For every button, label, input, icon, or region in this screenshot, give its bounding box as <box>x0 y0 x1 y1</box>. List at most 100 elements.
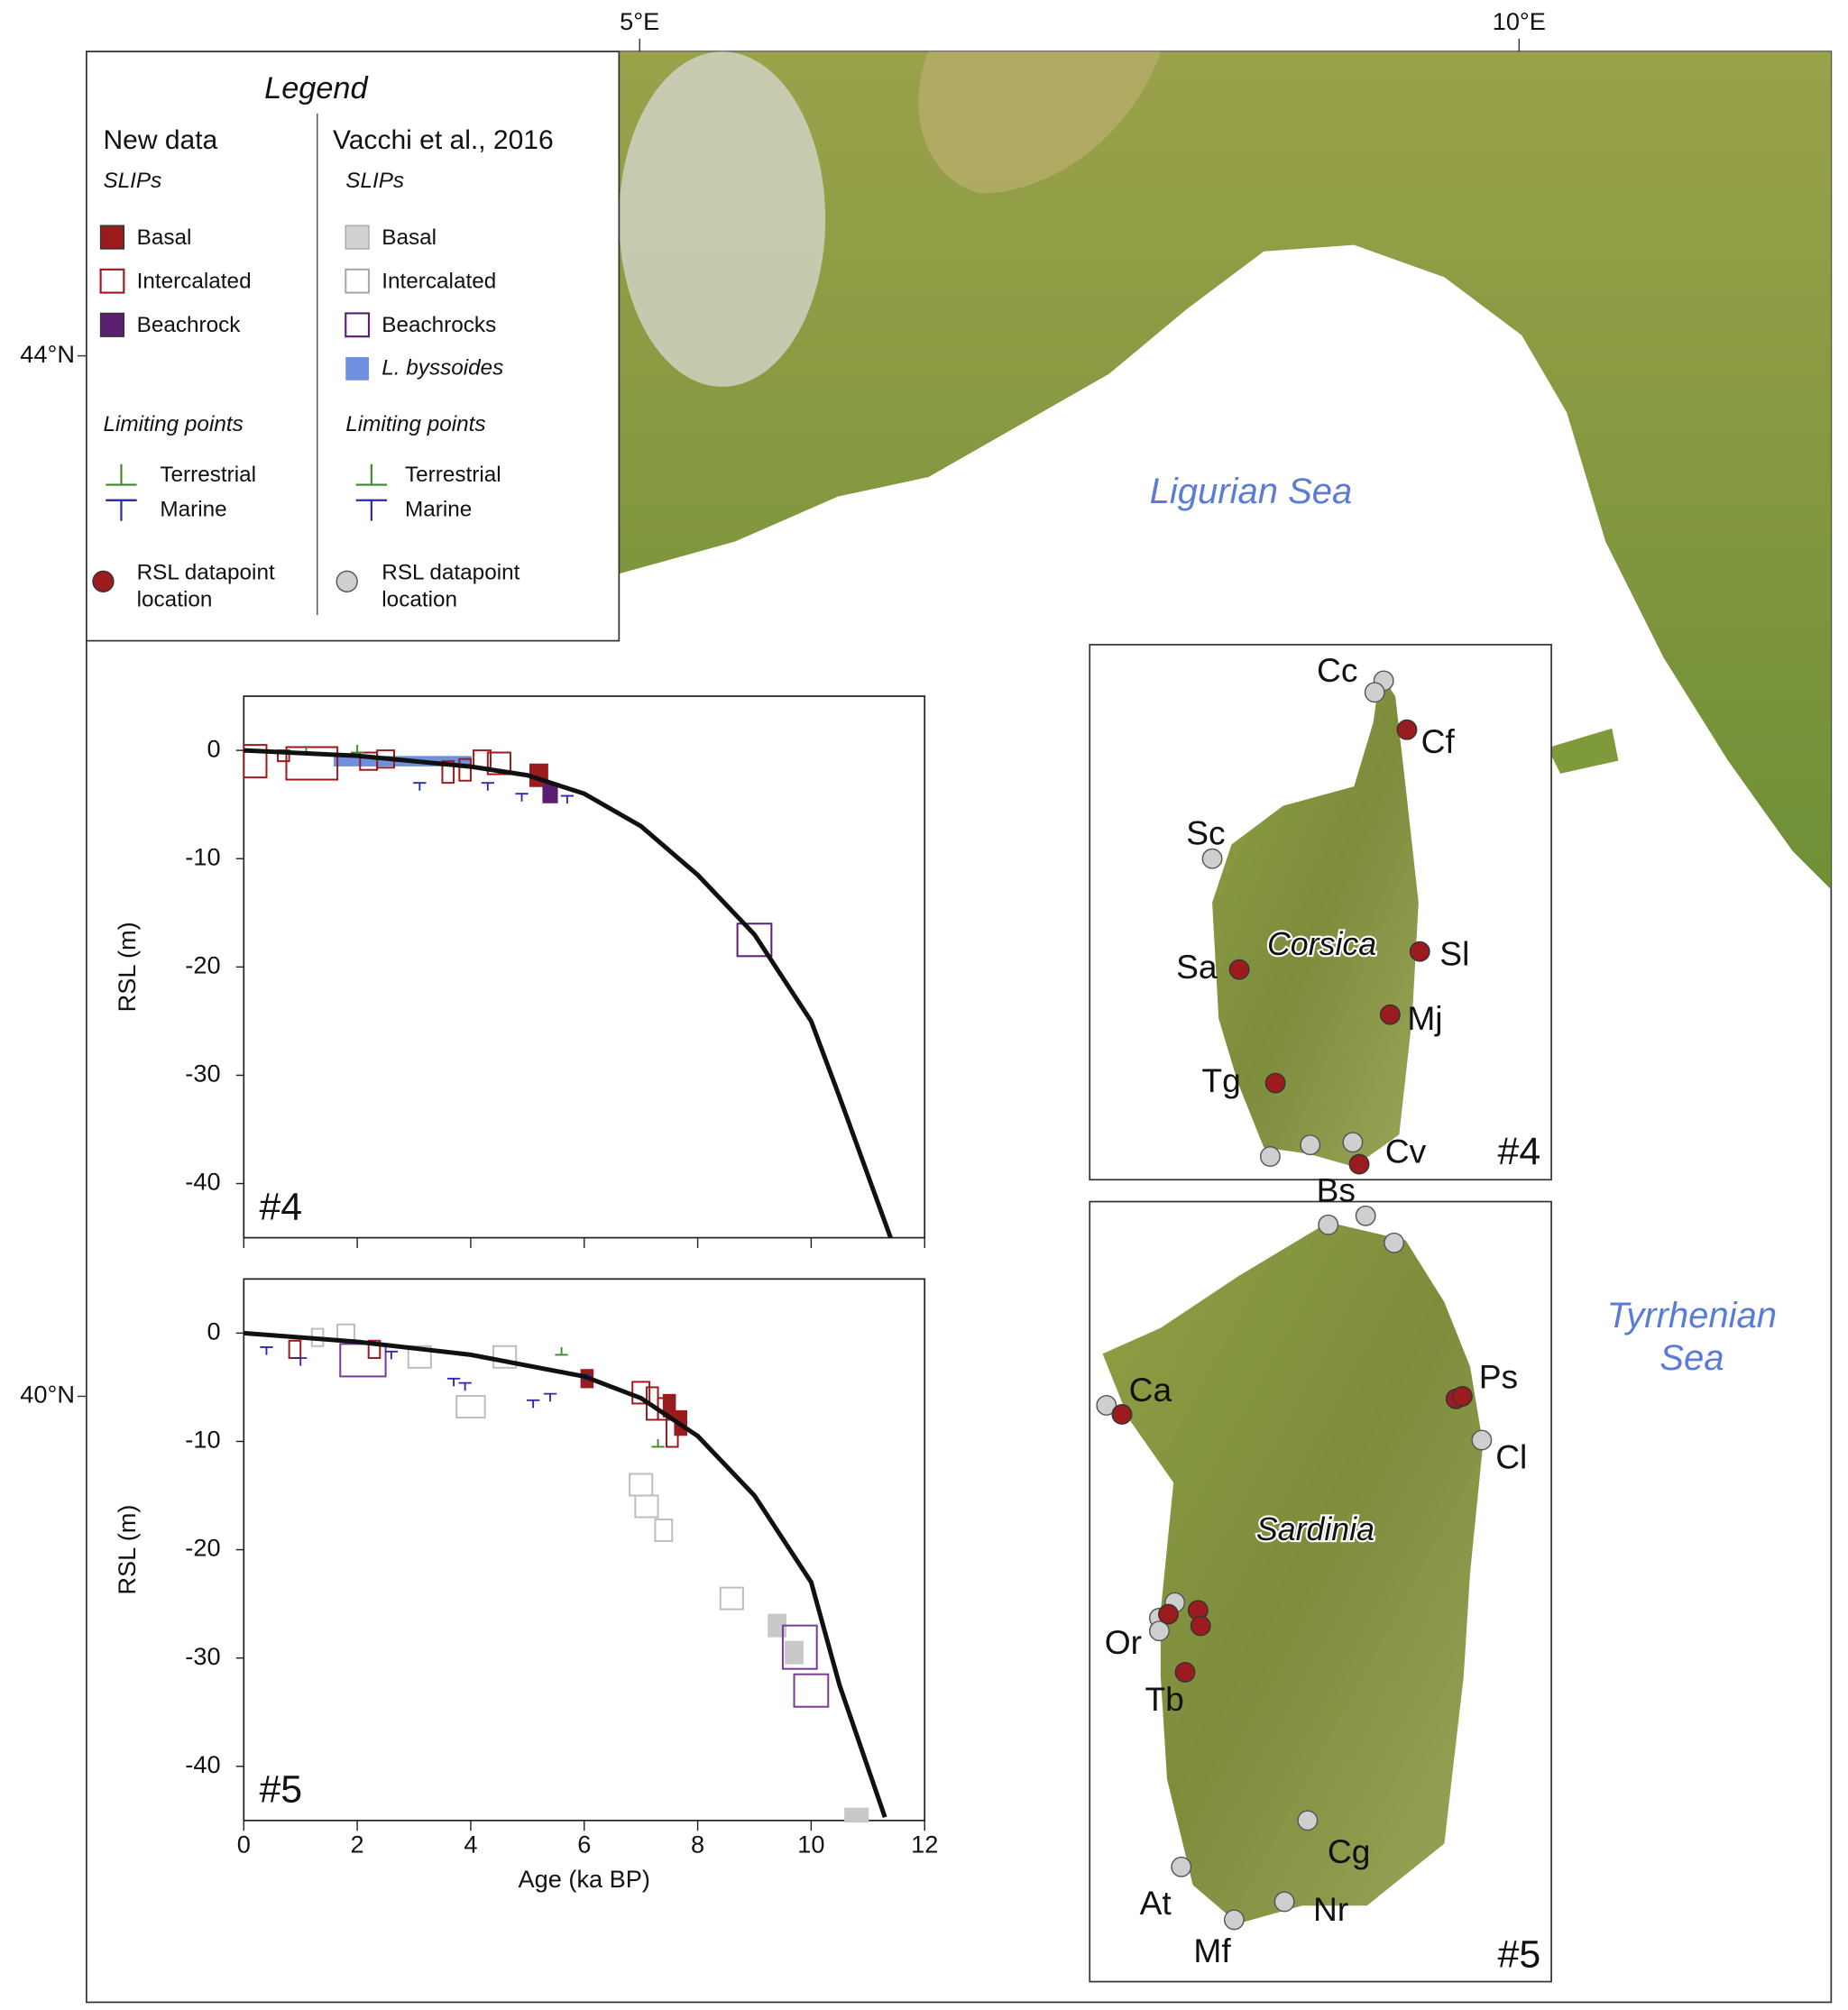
island <box>1547 728 1619 774</box>
y-tick-label: -40 <box>185 1168 220 1196</box>
legend-symbol <box>92 570 115 592</box>
site-label: Mf <box>1193 1932 1231 1969</box>
site-marker <box>1111 1404 1133 1425</box>
x-tick-label: 2 <box>351 1831 364 1859</box>
site-label: Cf <box>1421 722 1456 760</box>
y-tick-label: -20 <box>185 1534 220 1562</box>
site-label: Bs <box>1317 1170 1356 1208</box>
site-marker <box>1096 1395 1117 1416</box>
y-tick-label: 0 <box>207 734 220 762</box>
y-tick-label: -10 <box>185 1426 220 1454</box>
legend-item: Beachrock <box>137 313 242 337</box>
site-marker <box>1148 1620 1170 1642</box>
slip-box <box>793 1673 830 1708</box>
site-marker <box>1300 1134 1321 1156</box>
lat-label: 40°N <box>20 1381 75 1409</box>
x-tick-label: 4 <box>464 1831 477 1859</box>
x-tick-label: 6 <box>577 1831 591 1859</box>
terrestrial-limit <box>651 1438 665 1448</box>
plot-frame <box>243 1278 926 1822</box>
legend-swatch <box>99 312 125 337</box>
sea-label: Sea <box>1660 1338 1724 1378</box>
legend-item: Intercalated <box>382 270 496 294</box>
legend-subheading: SLIPs <box>103 169 161 193</box>
y-tick-label: -30 <box>185 1060 220 1088</box>
x-axis-label: Age (ka BP) <box>519 1865 650 1893</box>
site-marker <box>1355 1205 1376 1226</box>
site-label: Sa <box>1176 948 1218 986</box>
sardinia <box>1102 1222 1484 1924</box>
slip-box <box>407 1345 432 1369</box>
plot-frame <box>243 695 926 1239</box>
legend-swatch <box>99 268 125 294</box>
legend-swatch <box>99 225 125 250</box>
legend-swatch <box>345 312 371 338</box>
charts: 0 -10 -20 -30 -40 RSL (m) #4 0 -10 -20 -30 -40 0 2 4 6 8… <box>113 734 938 1893</box>
site-marker <box>1451 1385 1473 1407</box>
slip-box <box>634 1494 659 1519</box>
site-marker <box>1259 1146 1281 1167</box>
legend-item: location <box>382 588 457 612</box>
lon-label: 5°E <box>620 7 659 35</box>
legend-heading: New data <box>103 125 217 155</box>
y-tick-label: -20 <box>185 950 220 978</box>
legend-item: Terrestrial <box>160 463 256 487</box>
site-marker <box>1297 1810 1319 1831</box>
site-marker <box>1409 941 1430 962</box>
legend-subheading: SLIPs <box>345 169 404 193</box>
slip-box <box>441 760 455 785</box>
site-marker <box>1273 1891 1295 1913</box>
slip-box <box>243 744 268 779</box>
lat-label: 44°N <box>20 340 75 368</box>
marine-limit <box>384 1350 399 1360</box>
site-marker <box>1171 1856 1192 1877</box>
legend-box <box>86 50 621 642</box>
slip-box <box>785 1640 804 1665</box>
legend-item: Basal <box>137 225 192 250</box>
site-label: Cl <box>1495 1437 1527 1475</box>
marine-limit <box>481 782 494 791</box>
site-label: Nr <box>1313 1890 1348 1928</box>
legend-item: Terrestrial <box>405 463 501 487</box>
site-label: Cg <box>1328 1832 1371 1870</box>
legend-title: Legend <box>264 71 368 106</box>
site-marker <box>1364 682 1385 703</box>
island-label: Sardinia <box>1256 1511 1375 1547</box>
site-marker <box>1201 848 1223 869</box>
site-marker <box>1379 1004 1401 1025</box>
slip-box <box>654 1518 674 1542</box>
marine-limit <box>515 793 529 802</box>
legend-item: RSL datapoint <box>382 561 519 585</box>
marine-limit <box>543 1392 557 1402</box>
site-marker <box>1264 1072 1286 1094</box>
slip-box <box>844 1807 869 1823</box>
y-tick-label: -10 <box>185 842 220 870</box>
slip-box <box>455 1395 486 1419</box>
site-label: At <box>1140 1884 1172 1922</box>
x-tick-label: 0 <box>237 1831 251 1859</box>
site-marker <box>1190 1615 1211 1637</box>
legend-symbol <box>106 463 137 521</box>
legend-swatch <box>345 268 371 294</box>
legend-item: Marine <box>405 498 472 522</box>
legend-item: RSL datapoint <box>137 561 275 585</box>
site-marker <box>1384 1232 1405 1253</box>
legend-item: L. byssoides <box>382 355 503 380</box>
site-label: Sc <box>1186 813 1225 851</box>
island-label: Corsica <box>1267 926 1376 962</box>
terrestrial-limit <box>555 1346 568 1356</box>
site-label: Tb <box>1145 1680 1183 1718</box>
legend-item: Marine <box>160 498 226 522</box>
y-tick-label: 0 <box>207 1317 220 1345</box>
site-label: Ca <box>1129 1371 1172 1409</box>
legend-symbol <box>355 499 388 521</box>
marine-limit <box>413 782 427 791</box>
slip-box <box>719 1586 744 1611</box>
site-marker <box>1348 1153 1370 1175</box>
x-tick-label: 12 <box>911 1831 938 1859</box>
model-curve <box>244 748 893 1239</box>
marine-limit <box>260 1346 273 1355</box>
site-label: Cc <box>1317 651 1357 689</box>
